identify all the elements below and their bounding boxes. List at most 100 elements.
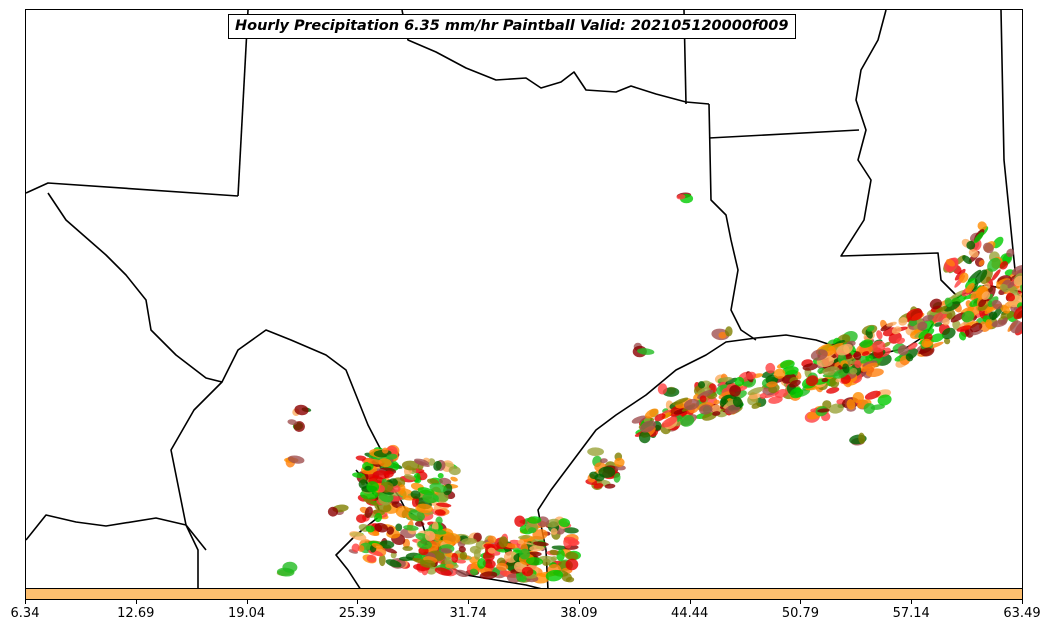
precip-blob bbox=[836, 343, 853, 356]
precip-blob bbox=[532, 529, 548, 540]
precip-blob bbox=[410, 490, 421, 499]
precip-blob bbox=[637, 348, 655, 355]
precip-blob bbox=[487, 535, 497, 543]
precip-blob bbox=[1000, 283, 1010, 293]
precip-blob bbox=[451, 552, 459, 563]
precip-blob bbox=[520, 575, 527, 583]
precip-blob bbox=[365, 525, 375, 533]
precip-blob bbox=[992, 236, 1004, 249]
precip-blob bbox=[419, 559, 436, 568]
precip-blob bbox=[1020, 283, 1022, 295]
precip-blob bbox=[377, 484, 385, 493]
precip-blob bbox=[433, 460, 442, 471]
precip-blob bbox=[958, 331, 967, 341]
precip-blob bbox=[527, 527, 537, 534]
precip-blob bbox=[683, 398, 700, 411]
precip-blob bbox=[294, 404, 309, 416]
precip-blob bbox=[367, 459, 382, 465]
precip-blob bbox=[587, 447, 604, 457]
precip-blob bbox=[950, 312, 966, 323]
precip-blob bbox=[378, 458, 392, 468]
precip-blob bbox=[907, 342, 918, 350]
precip-blob bbox=[411, 496, 419, 507]
precip-blob bbox=[458, 546, 466, 553]
colorbar-tick-mark bbox=[578, 600, 580, 604]
precip-blob bbox=[382, 447, 389, 454]
precip-blob bbox=[1022, 300, 1023, 312]
precip-blob bbox=[782, 366, 799, 375]
precip-blob bbox=[971, 329, 983, 336]
precip-blob bbox=[604, 483, 616, 489]
precip-blob bbox=[711, 404, 722, 413]
precip-blob bbox=[966, 240, 976, 250]
precip-blob bbox=[386, 453, 398, 460]
map-canvas bbox=[26, 10, 1023, 588]
precip-blob bbox=[519, 548, 531, 560]
precip-blob bbox=[479, 571, 498, 580]
precip-blob bbox=[866, 325, 875, 332]
precip-blob bbox=[364, 465, 372, 471]
precip-blob bbox=[774, 389, 789, 398]
colorbar bbox=[25, 588, 1023, 600]
precip-blob bbox=[403, 525, 419, 531]
colorbar-tick-label: 6.34 bbox=[10, 606, 40, 621]
precip-blob bbox=[905, 353, 914, 362]
precip-blob bbox=[1013, 305, 1022, 320]
precip-blob bbox=[1009, 320, 1022, 334]
colorbar-tick-mark bbox=[357, 600, 359, 604]
precip-blob bbox=[765, 362, 776, 374]
precip-blob bbox=[865, 329, 873, 339]
precip-blob bbox=[378, 554, 386, 567]
precip-blob bbox=[895, 337, 906, 345]
precip-blob bbox=[891, 326, 902, 335]
precip-blob bbox=[886, 321, 897, 327]
precip-blob bbox=[699, 404, 713, 415]
precip-blob bbox=[852, 391, 864, 404]
precip-blob bbox=[854, 360, 862, 369]
precip-blob bbox=[364, 506, 373, 518]
colorbar-tick-mark bbox=[911, 600, 913, 604]
precip-blob bbox=[961, 310, 975, 323]
precip-blob bbox=[404, 474, 416, 481]
precip-blob bbox=[431, 529, 447, 535]
precip-blob bbox=[282, 561, 298, 573]
precip-blob bbox=[864, 390, 881, 400]
precip-blob bbox=[876, 330, 883, 340]
precip-blob bbox=[599, 458, 608, 464]
nm-east-border bbox=[237, 10, 249, 197]
precip-blob bbox=[496, 562, 509, 571]
precip-blob bbox=[950, 289, 966, 299]
precip-blob bbox=[445, 563, 454, 569]
colorbar-tick-label: 63.49 bbox=[1003, 606, 1041, 621]
precip-blob bbox=[565, 576, 575, 583]
precip-blob bbox=[568, 538, 579, 546]
precip-blob bbox=[793, 387, 802, 393]
precip-blob bbox=[942, 317, 950, 326]
precip-blob bbox=[745, 371, 757, 380]
precip-blob bbox=[978, 298, 987, 308]
precip-blob bbox=[518, 535, 531, 540]
precip-blob bbox=[697, 381, 706, 389]
precip-blob bbox=[661, 416, 678, 428]
precip-blob bbox=[483, 543, 500, 551]
precip-blob bbox=[699, 395, 707, 403]
precip-blob bbox=[897, 345, 909, 356]
precip-blob bbox=[944, 297, 953, 307]
colorbar-tick-mark bbox=[800, 600, 802, 604]
precip-blob bbox=[442, 532, 461, 545]
precip-blob bbox=[713, 399, 720, 405]
precip-blob bbox=[941, 327, 956, 340]
precip-blob bbox=[1001, 317, 1008, 325]
precip-blob bbox=[766, 381, 778, 388]
precip-blob bbox=[725, 404, 740, 415]
colorbar-tick-mark bbox=[25, 600, 26, 604]
precip-blob bbox=[527, 516, 542, 524]
precip-blob bbox=[429, 483, 447, 493]
precip-blob bbox=[865, 355, 874, 362]
colorbar-tick-label: 19.04 bbox=[227, 606, 266, 621]
precip-blob bbox=[598, 466, 616, 478]
precip-blob bbox=[448, 466, 461, 476]
precip-blob bbox=[355, 455, 367, 461]
colorbar-tick-label: 25.39 bbox=[338, 606, 376, 621]
precip-blob bbox=[517, 539, 525, 545]
